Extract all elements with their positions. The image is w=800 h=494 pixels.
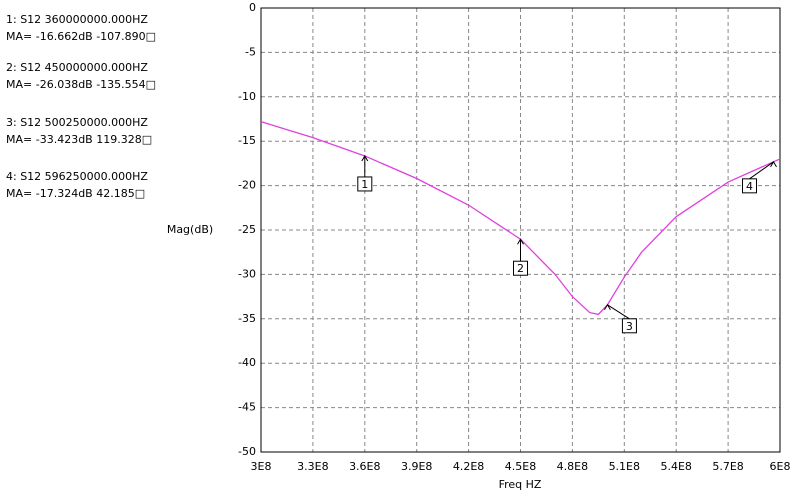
marker-arrowhead bbox=[361, 154, 369, 162]
x-tick-label: 4.2E8 bbox=[453, 460, 484, 473]
plot-frame bbox=[260, 7, 781, 453]
marker-label: 4 bbox=[746, 180, 753, 193]
y-tick-label: -10 bbox=[238, 90, 256, 103]
marker-readout: 3: S12 500250000.000HZ bbox=[6, 116, 148, 129]
x-tick-label: 3.3E8 bbox=[297, 460, 328, 473]
marker-arrowhead bbox=[517, 238, 524, 245]
marker-readout: 4: S12 596250000.000HZ bbox=[6, 170, 148, 183]
marker-readout: 2: S12 450000000.000HZ bbox=[6, 61, 148, 74]
y-tick-label: -40 bbox=[238, 356, 256, 369]
marker-readout: MA= -33.423dB 119.328□ bbox=[6, 133, 152, 146]
y-tick-label: -25 bbox=[238, 223, 256, 236]
y-tick-label: -35 bbox=[238, 312, 256, 325]
y-tick-label: -30 bbox=[238, 267, 256, 280]
y-tick-label: -5 bbox=[245, 45, 256, 58]
x-tick-label: 6E8 bbox=[770, 460, 791, 473]
marker-arrow bbox=[607, 304, 630, 320]
marker-readout: MA= -26.038dB -135.554□ bbox=[6, 78, 156, 91]
y-tick-label: -20 bbox=[238, 179, 256, 192]
x-tick-label: 5.4E8 bbox=[660, 460, 691, 473]
marker-arrowhead bbox=[770, 160, 777, 168]
x-tick-label: 4.5E8 bbox=[505, 460, 536, 473]
marker-readout: MA= -17.324dB 42.185□ bbox=[6, 187, 145, 200]
marker-box bbox=[742, 178, 758, 194]
y-axis-label: Mag(dB) bbox=[167, 223, 213, 236]
y-tick-label: 0 bbox=[249, 1, 256, 14]
marker-readout: 1: S12 360000000.000HZ bbox=[6, 13, 148, 26]
marker-arrow bbox=[749, 161, 774, 180]
x-tick-label: 3.9E8 bbox=[401, 460, 432, 473]
marker-box bbox=[357, 176, 373, 192]
marker-label: 1 bbox=[361, 178, 368, 191]
y-tick-label: -15 bbox=[238, 134, 256, 147]
marker-label: 2 bbox=[517, 262, 524, 275]
marker-arrowhead bbox=[604, 303, 611, 311]
x-tick-label: 3E8 bbox=[251, 460, 272, 473]
x-tick-label: 3.6E8 bbox=[349, 460, 380, 473]
y-tick-label: -50 bbox=[238, 445, 256, 458]
x-tick-label: 5.7E8 bbox=[712, 460, 743, 473]
marker-box bbox=[621, 318, 637, 334]
x-axis-label: Freq HZ bbox=[499, 478, 542, 491]
marker-box bbox=[513, 260, 528, 276]
x-tick-label: 5.1E8 bbox=[609, 460, 640, 473]
marker-readout: MA= -16.662dB -107.890□ bbox=[6, 30, 156, 43]
data-line bbox=[260, 121, 781, 316]
x-tick-label: 4.8E8 bbox=[557, 460, 588, 473]
y-tick-label: -45 bbox=[238, 401, 256, 414]
marker-label: 3 bbox=[626, 320, 633, 333]
